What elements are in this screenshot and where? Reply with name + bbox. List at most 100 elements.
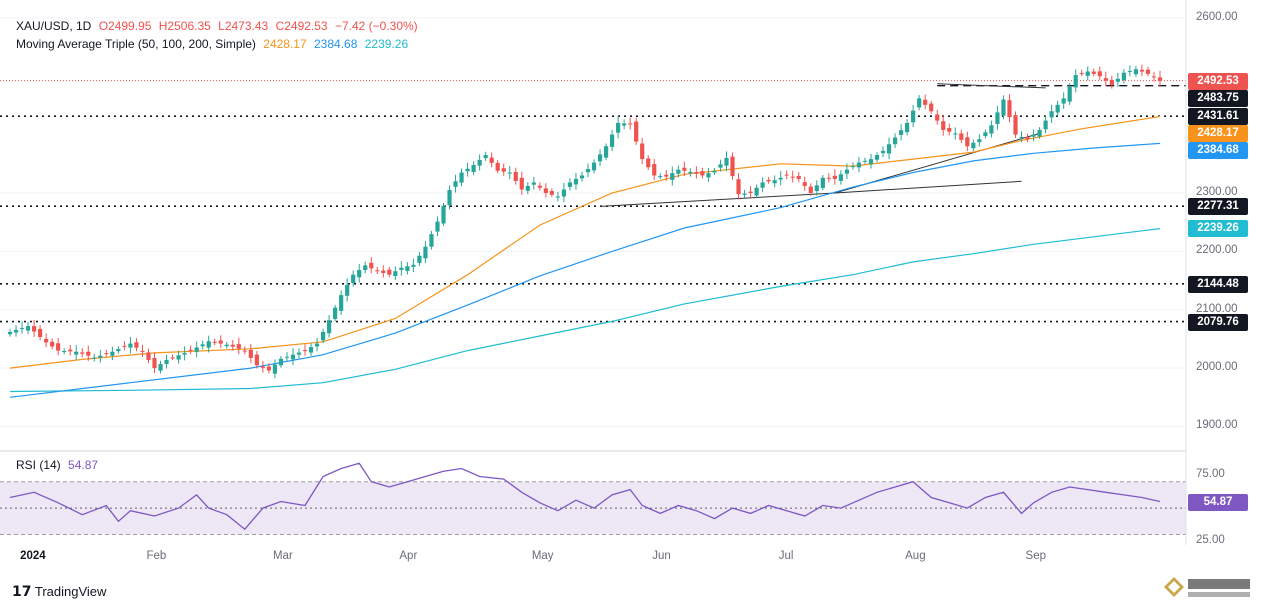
candle-down — [748, 191, 753, 193]
candle-up — [597, 154, 603, 162]
candle-up — [844, 169, 850, 174]
candle-up — [447, 190, 452, 206]
candle-down — [495, 162, 500, 171]
candle-up — [62, 350, 67, 352]
candle-up — [25, 326, 31, 331]
candle-up — [363, 265, 368, 271]
candlestick-series — [7, 64, 1163, 379]
candle-up — [164, 359, 169, 365]
candle-down — [796, 175, 801, 179]
candle-up — [92, 357, 97, 359]
candle-down — [730, 156, 735, 177]
candle-down — [1103, 78, 1108, 81]
candle-up — [688, 171, 693, 174]
price-badge: 2384.68 — [1188, 142, 1248, 160]
candle-down — [646, 158, 651, 168]
candle-down — [664, 174, 669, 177]
candle-down — [381, 270, 386, 273]
tradingview-logo[interactable]: 17 TradingView — [12, 584, 106, 600]
candle-up — [13, 329, 19, 333]
candle-up — [200, 344, 205, 347]
candle-down — [170, 357, 175, 359]
candle-down — [146, 352, 151, 360]
candle-up — [224, 344, 229, 347]
candle-up — [868, 159, 874, 165]
y-tick-label: 1900.00 — [1196, 419, 1238, 432]
symbol-label[interactable]: XAU/USD, 1D — [16, 19, 92, 33]
candle-down — [387, 269, 392, 275]
candle-up — [1067, 86, 1072, 102]
candle-up — [417, 255, 422, 263]
candle-up — [555, 196, 561, 198]
candle-down — [640, 143, 645, 160]
candle-down — [1109, 79, 1114, 85]
candle-up — [995, 112, 1000, 124]
candle-up — [814, 185, 819, 192]
candle-down — [959, 133, 964, 140]
candle-up — [314, 343, 320, 347]
rsi-pane — [0, 462, 1186, 535]
candle-up — [573, 178, 579, 185]
x-tick-label: Mar — [272, 550, 293, 562]
candle-up — [272, 364, 278, 374]
candle-up — [892, 137, 898, 145]
ma-label[interactable]: Moving Average Triple (50, 100, 200, Sim… — [16, 37, 256, 51]
high-value: H2506.35 — [158, 19, 211, 33]
rsi-line — [9, 462, 1161, 531]
candle-up — [435, 221, 440, 232]
candle-up — [116, 349, 121, 352]
candle-down — [68, 349, 73, 352]
y-tick-label: 75.00 — [1196, 468, 1225, 481]
candle-up — [507, 172, 512, 174]
candle-down — [826, 177, 831, 179]
candle-up — [278, 358, 284, 366]
rsi-value: 54.87 — [68, 458, 99, 472]
price-gridlines — [0, 17, 1186, 427]
candle-up — [561, 189, 567, 197]
candle-down — [652, 164, 657, 176]
candle-down — [1013, 115, 1018, 135]
candle-down — [941, 121, 946, 130]
candle-up — [772, 180, 777, 184]
candle-up — [194, 347, 199, 352]
candle-up — [856, 162, 862, 168]
candle-up — [911, 110, 916, 123]
candle-up — [1055, 104, 1060, 113]
low-value: L2473.43 — [218, 19, 269, 33]
candle-up — [176, 355, 181, 360]
candle-down — [501, 168, 506, 172]
candle-down — [802, 182, 807, 186]
candle-up — [591, 162, 597, 171]
candle-down — [236, 344, 241, 349]
candle-up — [441, 205, 446, 224]
candle-up — [579, 175, 585, 179]
candle-up — [327, 320, 332, 334]
candle-down — [230, 344, 235, 347]
candle-down — [1151, 76, 1157, 78]
candle-down — [260, 366, 265, 368]
candle-down — [212, 341, 217, 343]
candle-down — [152, 358, 157, 369]
candle-up — [977, 139, 982, 143]
candle-up — [7, 331, 13, 335]
candle-up — [760, 182, 765, 188]
candle-up — [206, 341, 211, 348]
candle-up — [128, 343, 133, 348]
candle-up — [429, 234, 434, 247]
candle-down — [266, 366, 271, 371]
candle-down — [104, 353, 109, 355]
candle-down — [489, 157, 494, 163]
candle-up — [718, 164, 723, 168]
candle-down — [549, 191, 554, 195]
sino-sound-logo — [1164, 577, 1250, 597]
candle-down — [50, 341, 55, 347]
candle-up — [1085, 71, 1090, 76]
ma100-line — [9, 142, 1161, 398]
candle-up — [405, 266, 410, 271]
ma200-value: 2239.26 — [364, 37, 409, 51]
candle-up — [531, 182, 536, 185]
candle-up — [1043, 120, 1048, 130]
rsi-label[interactable]: RSI (14) — [16, 458, 61, 472]
candle-up — [284, 356, 290, 358]
